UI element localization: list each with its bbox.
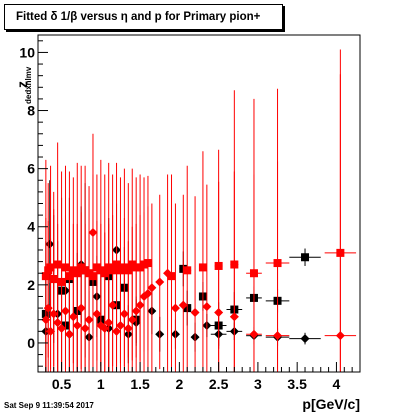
chart-axes: 0.5 1 1.5 2 2.5 3 3.5 4 0 2 4 6 8 10	[19, 40, 353, 392]
y-tick-label: 4	[27, 219, 35, 235]
data-point-diamond	[45, 239, 55, 249]
data-point-square	[198, 263, 207, 272]
series-0	[41, 183, 321, 372]
data-point-diamond	[214, 307, 224, 317]
x-tick-label: 2.5	[209, 376, 229, 392]
data-point-diamond	[112, 326, 122, 336]
data-point-diamond	[60, 306, 70, 316]
y-tick-label: 10	[19, 44, 35, 60]
chart-marks	[41, 49, 357, 372]
data-point-diamond	[131, 306, 141, 316]
x-axis-label: p[GeV/c]	[302, 396, 360, 412]
data-point-diamond	[147, 283, 157, 293]
series-1	[41, 180, 321, 372]
y-tick-label: 2	[27, 277, 35, 293]
x-tick-label: 4	[333, 376, 341, 392]
y-axis-label-group: z dedxnlmv	[6, 40, 33, 120]
x-tick-label: 3	[254, 376, 262, 392]
data-point-diamond	[249, 329, 259, 339]
x-tick-label: 1.5	[130, 376, 150, 392]
data-point-diamond	[335, 331, 345, 341]
data-point-square	[167, 272, 176, 281]
data-point-square	[301, 253, 310, 262]
x-tick-label: 2	[175, 376, 183, 392]
data-point-diamond	[84, 315, 94, 325]
data-point-diamond	[72, 321, 82, 331]
y-tick-label: 0	[27, 335, 35, 351]
data-point-square	[183, 266, 192, 275]
data-point-diamond	[76, 303, 86, 313]
data-point-diamond	[127, 315, 137, 325]
timestamp: Sat Sep 9 11:39:54 2017	[4, 401, 94, 410]
data-point-diamond	[143, 289, 153, 299]
data-point-diamond	[178, 300, 188, 310]
data-point-diamond	[170, 303, 180, 313]
series-3	[41, 74, 357, 372]
data-point-diamond	[108, 300, 118, 310]
chart-title: Fitted δ 1/β versus η and p for Primary …	[16, 11, 261, 23]
data-point-diamond	[190, 307, 200, 317]
data-point-diamond	[115, 321, 125, 331]
data-point-diamond	[53, 318, 63, 328]
data-point-diamond	[46, 326, 56, 336]
data-point-diamond	[229, 312, 239, 322]
data-point-diamond	[100, 323, 110, 333]
data-point-diamond	[68, 312, 78, 322]
y-axis-label-subscript: dedxnlmv	[24, 66, 33, 104]
data-point-diamond	[49, 309, 59, 319]
data-point-diamond	[273, 331, 283, 341]
data-point-diamond	[104, 318, 114, 328]
data-point-diamond	[64, 329, 74, 339]
data-point-diamond	[300, 334, 310, 344]
data-point-diamond	[119, 309, 129, 319]
data-point-diamond	[80, 323, 90, 333]
data-point-diamond	[163, 268, 173, 278]
data-point-diamond	[155, 277, 165, 287]
x-tick-label: 0.5	[52, 376, 72, 392]
chart-title-box: Fitted δ 1/β versus η and p for Primary …	[4, 4, 283, 30]
data-point-diamond	[57, 323, 67, 333]
data-point-diamond	[202, 302, 212, 312]
y-tick-label: 6	[27, 161, 35, 177]
data-point-diamond	[123, 323, 133, 333]
data-point-diamond	[88, 228, 98, 238]
x-tick-label: 1	[97, 376, 105, 392]
y-tick-label: 8	[27, 103, 35, 119]
x-tick-label: 3.5	[287, 376, 307, 392]
data-point-diamond	[92, 309, 102, 319]
data-point-diamond	[135, 300, 145, 310]
